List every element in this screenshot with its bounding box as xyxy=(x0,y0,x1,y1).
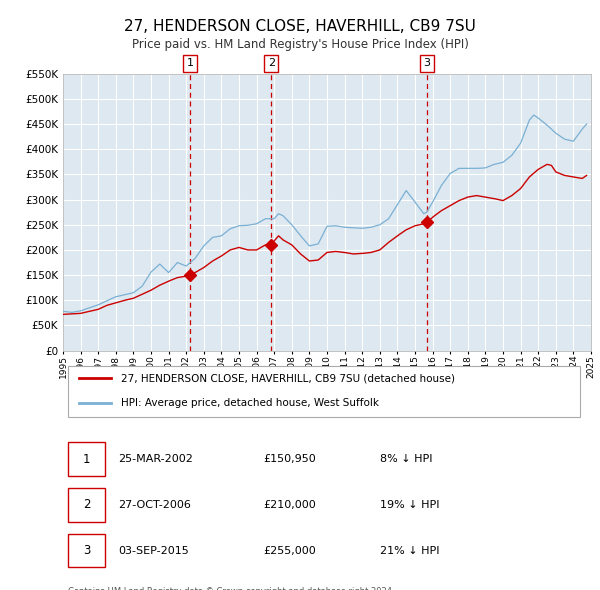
Text: 2: 2 xyxy=(268,58,275,68)
FancyBboxPatch shape xyxy=(68,366,580,417)
Text: 27, HENDERSON CLOSE, HAVERHILL, CB9 7SU (detached house): 27, HENDERSON CLOSE, HAVERHILL, CB9 7SU … xyxy=(121,373,455,384)
FancyBboxPatch shape xyxy=(68,442,105,476)
FancyBboxPatch shape xyxy=(68,488,105,522)
Text: 1: 1 xyxy=(83,453,91,466)
Text: Price paid vs. HM Land Registry's House Price Index (HPI): Price paid vs. HM Land Registry's House … xyxy=(131,38,469,51)
Text: 19% ↓ HPI: 19% ↓ HPI xyxy=(380,500,439,510)
Text: £255,000: £255,000 xyxy=(263,546,316,556)
Text: 25-MAR-2002: 25-MAR-2002 xyxy=(118,454,193,464)
FancyBboxPatch shape xyxy=(68,534,105,568)
Text: 8% ↓ HPI: 8% ↓ HPI xyxy=(380,454,432,464)
Text: £150,950: £150,950 xyxy=(263,454,316,464)
Text: 27-OCT-2006: 27-OCT-2006 xyxy=(118,500,191,510)
Text: 3: 3 xyxy=(83,544,91,557)
Text: 27, HENDERSON CLOSE, HAVERHILL, CB9 7SU: 27, HENDERSON CLOSE, HAVERHILL, CB9 7SU xyxy=(124,19,476,34)
Text: 03-SEP-2015: 03-SEP-2015 xyxy=(118,546,189,556)
Text: £210,000: £210,000 xyxy=(263,500,316,510)
Text: HPI: Average price, detached house, West Suffolk: HPI: Average price, detached house, West… xyxy=(121,398,379,408)
Text: 21% ↓ HPI: 21% ↓ HPI xyxy=(380,546,439,556)
Text: 1: 1 xyxy=(187,58,194,68)
Text: 3: 3 xyxy=(423,58,430,68)
Text: 2: 2 xyxy=(83,499,91,512)
Text: Contains HM Land Registry data © Crown copyright and database right 2024.
This d: Contains HM Land Registry data © Crown c… xyxy=(68,587,395,590)
